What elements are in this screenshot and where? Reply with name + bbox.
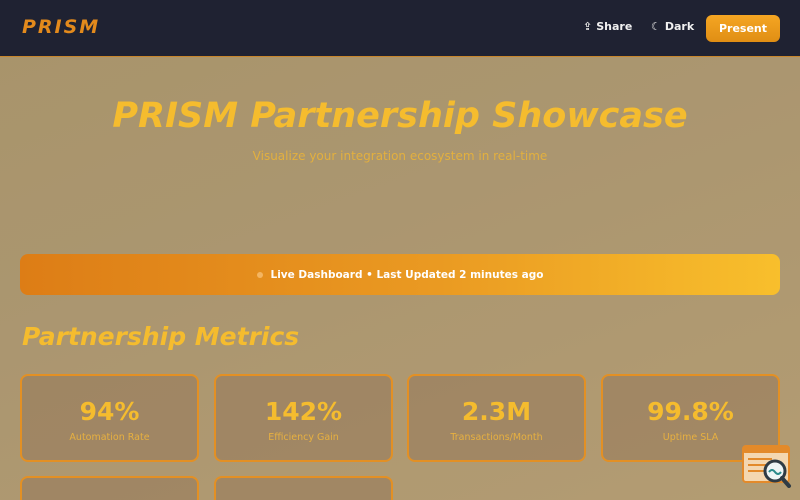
metric-card-uptime[interactable]: 99.8% Uptime SLA (601, 374, 780, 462)
moon-icon: ☾ (651, 20, 661, 33)
metric-card-transactions[interactable]: 2.3M Transactions/Month (407, 374, 586, 462)
share-label: Share (596, 20, 633, 33)
metric-card-automation[interactable]: 94% Automation Rate (20, 374, 199, 462)
page-subtitle: Visualize your integration ecosystem in … (252, 149, 548, 163)
dark-label: Dark (664, 20, 695, 33)
present-button[interactable]: Present (706, 15, 780, 42)
metric-card-partial[interactable] (214, 476, 393, 500)
metric-card-partial[interactable] (20, 476, 199, 500)
dark-mode-toggle[interactable]: ☾ Dark (651, 20, 694, 33)
metric-label: Uptime SLA (662, 432, 719, 443)
metric-value: 99.8% (647, 397, 734, 426)
inspect-search-icon[interactable] (742, 444, 792, 488)
metric-label: Automation Rate (69, 432, 150, 443)
metric-value: 94% (79, 397, 140, 426)
metric-value: 2.3M (461, 397, 532, 426)
metric-label: Transactions/Month (450, 432, 543, 443)
brand-logo[interactable]: PRISM (22, 16, 101, 38)
top-navbar: PRISM ⇪ Share ☾ Dark Present (0, 0, 800, 57)
metric-label: Efficiency Gain (268, 432, 339, 443)
metrics-section-title: Partnership Metrics (22, 322, 300, 351)
share-icon: ⇪ (583, 20, 593, 33)
metric-value: 142% (264, 397, 343, 426)
share-button[interactable]: ⇪ Share (583, 20, 632, 33)
page-title: PRISM Partnership Showcase (112, 96, 688, 136)
live-indicator-dot (256, 271, 263, 278)
metric-card-efficiency[interactable]: 142% Efficiency Gain (214, 374, 393, 462)
live-status-banner: Live Dashboard • Last Updated 2 minutes … (20, 254, 780, 295)
live-status-text: Live Dashboard • Last Updated 2 minutes … (270, 268, 544, 281)
